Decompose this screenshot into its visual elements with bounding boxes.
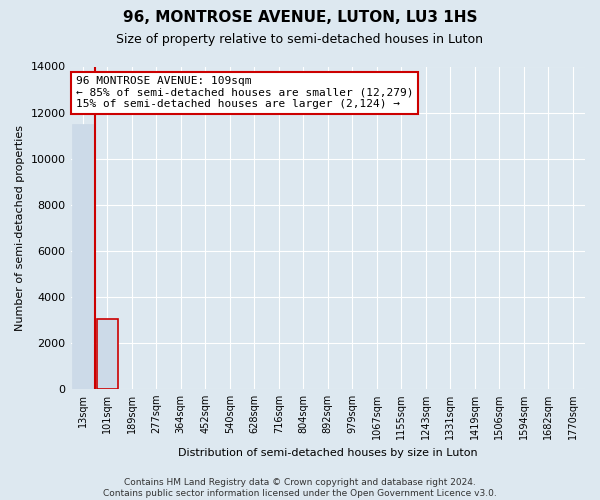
Bar	[73, 124, 93, 389]
X-axis label: Distribution of semi-detached houses by size in Luton: Distribution of semi-detached houses by …	[178, 448, 478, 458]
Text: 96 MONTROSE AVENUE: 109sqm
← 85% of semi-detached houses are smaller (12,279)
15: 96 MONTROSE AVENUE: 109sqm ← 85% of semi…	[76, 76, 413, 110]
Y-axis label: Number of semi-detached properties: Number of semi-detached properties	[15, 124, 25, 330]
Bar	[97, 318, 118, 389]
Text: 96, MONTROSE AVENUE, LUTON, LU3 1HS: 96, MONTROSE AVENUE, LUTON, LU3 1HS	[123, 10, 477, 25]
Text: Contains HM Land Registry data © Crown copyright and database right 2024.
Contai: Contains HM Land Registry data © Crown c…	[103, 478, 497, 498]
Text: Size of property relative to semi-detached houses in Luton: Size of property relative to semi-detach…	[116, 32, 484, 46]
